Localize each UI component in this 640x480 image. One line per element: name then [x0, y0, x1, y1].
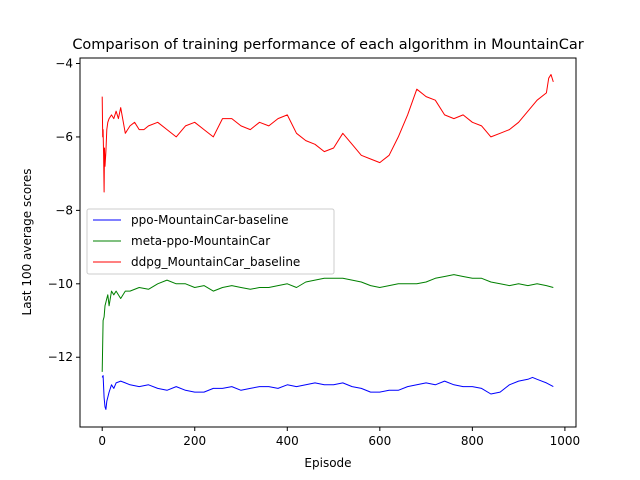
series-line-3 — [101, 74, 554, 193]
y-tick-label: −6 — [55, 130, 73, 144]
legend: ppo-MountainCar-baseline meta-ppo-Mountai… — [86, 208, 335, 275]
x-tick-label: 600 — [368, 434, 391, 448]
x-tick-label: 1000 — [550, 434, 581, 448]
legend-label-3: ddpg_MountainCar_baseline — [131, 255, 300, 269]
x-tick-label: 800 — [461, 434, 484, 448]
y-axis-label: Last 100 average scores — [20, 169, 34, 316]
series-line-2 — [101, 274, 554, 372]
legend-items: ppo-MountainCar-baseline meta-ppo-Mountai… — [93, 213, 300, 269]
x-tick-label: 200 — [183, 434, 206, 448]
legend-label-1: ppo-MountainCar-baseline — [131, 213, 289, 227]
legend-box — [86, 208, 335, 275]
legend-label-2: meta-ppo-MountainCar — [131, 234, 270, 248]
x-axis-label: Episode — [304, 456, 351, 470]
x-tick-label: 0 — [98, 434, 106, 448]
y-tick-label: −4 — [55, 57, 73, 71]
y-axis-ticks: −12 −10 −8 −6 −4 — [48, 57, 80, 364]
series-layer — [101, 74, 554, 410]
chart-title: Comparison of training performance of ea… — [72, 37, 583, 53]
x-axis-ticks: 0 200 400 600 800 1000 — [98, 427, 580, 448]
series-line-1 — [101, 375, 554, 410]
y-tick-label: −8 — [55, 203, 73, 217]
y-tick-label: −10 — [48, 277, 73, 291]
x-tick-label: 400 — [276, 434, 299, 448]
axes-frame — [79, 57, 577, 428]
y-tick-label: −12 — [48, 350, 73, 364]
plot-area: 0 200 400 600 800 1000 −12 −10 −8 −6 −4 — [48, 57, 580, 448]
